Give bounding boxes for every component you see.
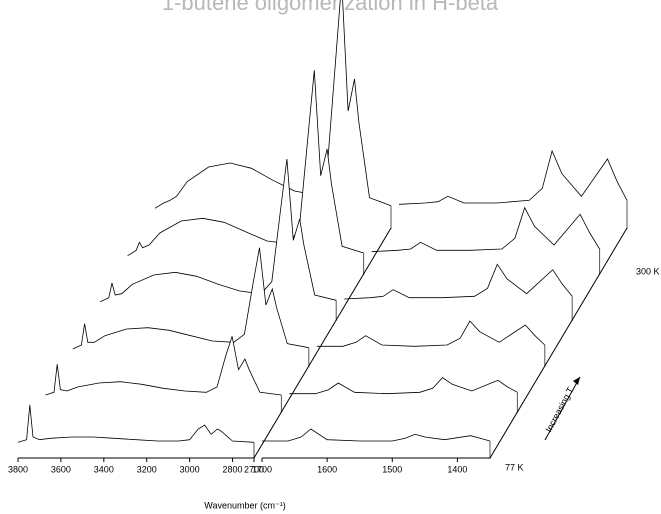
x-tick-label: 2800 (223, 464, 243, 474)
spectrum-trace (155, 0, 391, 208)
depth-arrow-head (573, 377, 580, 385)
x-tick-label: 3800 (8, 464, 28, 474)
x-tick-label: 3000 (180, 464, 200, 474)
x-tick-label: 1500 (382, 464, 402, 474)
x-tick-label: 3200 (137, 464, 157, 474)
x-tick-label: 1400 (447, 464, 467, 474)
depth-arrow (545, 377, 580, 440)
spectrum-trace (289, 378, 517, 394)
x-axis-label: Wavenumber (cm⁻¹) (204, 500, 285, 510)
x-tick-label: 3400 (94, 464, 114, 474)
spectrum-trace (344, 264, 572, 299)
spectrum-trace (399, 151, 627, 204)
spectrum-trace (262, 429, 490, 441)
back-label: 300 K (636, 266, 660, 276)
chart-title: 1-butene oligomerization in H-beta (162, 0, 499, 15)
spectrum-trace (317, 321, 545, 346)
spectrum-trace (372, 208, 600, 252)
x-tick-label: 1700 (252, 464, 272, 474)
x-tick-label: 3600 (51, 464, 71, 474)
chart: 1-butene oligomerization in H-beta Waven… (0, 0, 661, 514)
spectrum-trace (18, 405, 254, 442)
depth-label: Increasing T (543, 385, 575, 434)
front-label: 77 K (505, 462, 524, 472)
spectrum-trace (128, 70, 364, 255)
x-tick-label: 1600 (317, 464, 337, 474)
